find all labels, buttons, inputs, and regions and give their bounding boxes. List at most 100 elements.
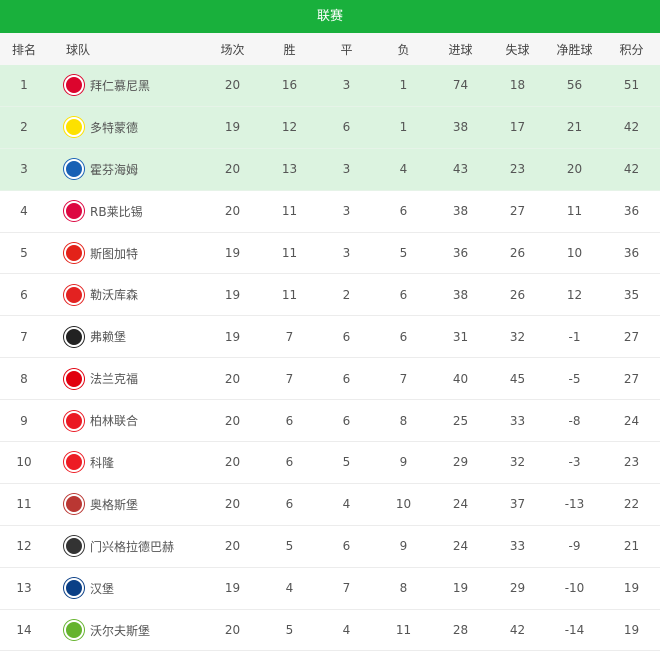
goal-diff: -8 [568, 413, 581, 428]
leipzig-logo-icon [64, 201, 84, 222]
table-row[interactable]: 7 弗赖堡 19 7 6 6 31 32 -1 27 [0, 316, 660, 359]
points: 51 [623, 78, 640, 93]
goal-diff: -9 [568, 539, 581, 554]
header-points: 积分 [619, 42, 644, 57]
league-title: 联赛 [0, 0, 660, 33]
goals-for: 29 [452, 455, 469, 470]
table-row[interactable]: 14 沃尔夫斯堡 20 5 4 11 28 42 -14 19 [0, 610, 660, 651]
table-row[interactable]: 6 勒沃库森 19 11 2 6 38 26 12 35 [0, 274, 660, 317]
goals-against: 26 [509, 246, 526, 260]
frankfurt-logo-icon [64, 368, 84, 389]
goals-against: 33 [509, 413, 526, 428]
hoffenheim-logo-icon [64, 159, 84, 180]
points: 35 [623, 287, 640, 302]
team-cell[interactable]: 科隆 [48, 452, 204, 473]
hamburg-logo-icon [64, 578, 84, 599]
team-name: RB莱比锡 [90, 204, 143, 219]
team-cell[interactable]: 门兴格拉德巴赫 [48, 536, 204, 557]
gladbach-logo-icon [64, 536, 84, 557]
rank: 6 [20, 287, 28, 302]
points: 23 [623, 455, 640, 470]
goals-for: 74 [452, 78, 469, 93]
played: 20 [224, 204, 241, 219]
points: 36 [623, 204, 640, 219]
lost: 9 [399, 539, 408, 554]
won: 6 [285, 497, 294, 512]
drawn: 6 [342, 371, 351, 386]
team-cell[interactable]: 沃尔夫斯堡 [48, 620, 204, 641]
drawn: 3 [342, 204, 351, 219]
drawn: 3 [342, 246, 351, 260]
drawn: 3 [342, 162, 351, 177]
team-cell[interactable]: 柏林联合 [48, 410, 204, 431]
rank: 2 [20, 120, 28, 135]
drawn: 4 [342, 623, 351, 638]
lost: 10 [395, 497, 412, 512]
won: 5 [285, 539, 294, 554]
wolfsburg-logo-icon [64, 620, 84, 641]
rank: 4 [20, 204, 28, 219]
team-cell[interactable]: 勒沃库森 [48, 284, 204, 305]
team-cell[interactable]: 霍芬海姆 [48, 159, 204, 180]
played: 20 [224, 497, 241, 512]
table-row[interactable]: 5 斯图加特 19 11 3 5 36 26 10 36 [0, 233, 660, 275]
team-name: 霍芬海姆 [90, 162, 139, 177]
table-row[interactable]: 1 拜仁慕尼黑 20 16 3 1 74 18 56 51 [0, 65, 660, 107]
lost: 6 [399, 204, 408, 219]
team-cell[interactable]: 斯图加特 [48, 243, 204, 263]
standings-table: 1 拜仁慕尼黑 20 16 3 1 74 18 56 51 2 多特蒙德 19 12 6 1 38 17 21 4… [0, 65, 660, 651]
lost: 8 [399, 581, 408, 596]
header-goals-for: 进球 [448, 42, 473, 57]
points: 19 [623, 623, 640, 638]
table-row[interactable]: 11 奥格斯堡 20 6 4 10 24 37 -13 22 [0, 484, 660, 526]
header-rank: 排名 [11, 42, 36, 57]
rank: 11 [16, 497, 32, 512]
team-cell[interactable]: RB莱比锡 [48, 201, 204, 222]
table-row[interactable]: 13 汉堡 19 4 7 8 19 29 -10 19 [0, 568, 660, 610]
table-row[interactable]: 4 RB莱比锡 20 11 3 6 38 27 11 36 [0, 191, 660, 233]
team-name: 汉堡 [90, 581, 115, 596]
goal-diff: -5 [568, 371, 581, 386]
lost: 6 [399, 329, 408, 344]
team-name: 斯图加特 [90, 246, 139, 261]
table-row[interactable]: 9 柏林联合 20 6 6 8 25 33 -8 24 [0, 400, 660, 443]
team-cell[interactable]: 法兰克福 [48, 368, 204, 389]
drawn: 3 [342, 78, 351, 93]
dortmund-logo-icon [64, 117, 84, 138]
header-won: 胜 [283, 42, 296, 57]
played: 19 [224, 581, 241, 596]
won: 12 [281, 120, 298, 135]
team-cell[interactable]: 奥格斯堡 [48, 494, 204, 515]
augsburg-logo-icon [64, 494, 84, 515]
table-row[interactable]: 10 科隆 20 6 5 9 29 32 -3 23 [0, 442, 660, 484]
goals-against: 23 [509, 162, 526, 177]
union-berlin-logo-icon [64, 410, 84, 431]
goals-for: 28 [452, 623, 469, 638]
goals-against: 42 [509, 623, 526, 638]
team-name: 法兰克福 [90, 372, 139, 387]
lost: 6 [399, 287, 408, 302]
played: 20 [224, 371, 241, 386]
goals-for: 24 [452, 539, 469, 554]
header-goal-diff: 净胜球 [556, 42, 593, 57]
rank: 8 [20, 371, 28, 386]
table-row[interactable]: 2 多特蒙德 19 12 6 1 38 17 21 42 [0, 106, 660, 149]
goals-for: 31 [452, 329, 469, 344]
won: 6 [285, 455, 294, 470]
played: 20 [224, 162, 241, 177]
won: 7 [285, 329, 294, 344]
team-cell[interactable]: 汉堡 [48, 578, 204, 599]
table-row[interactable]: 12 门兴格拉德巴赫 20 5 6 9 24 33 -9 21 [0, 526, 660, 568]
played: 19 [224, 120, 241, 135]
goal-diff: 21 [566, 120, 583, 135]
points: 27 [623, 329, 640, 344]
table-row[interactable]: 3 霍芬海姆 20 13 3 4 43 23 20 42 [0, 148, 660, 191]
goal-diff: 11 [566, 204, 583, 219]
drawn: 6 [342, 329, 351, 344]
team-cell[interactable]: 多特蒙德 [48, 117, 204, 138]
team-cell[interactable]: 拜仁慕尼黑 [48, 75, 204, 96]
team-name: 柏林联合 [90, 414, 139, 429]
team-cell[interactable]: 弗赖堡 [48, 326, 204, 347]
table-row[interactable]: 8 法兰克福 20 7 6 7 40 45 -5 27 [0, 358, 660, 401]
played: 20 [224, 413, 241, 428]
